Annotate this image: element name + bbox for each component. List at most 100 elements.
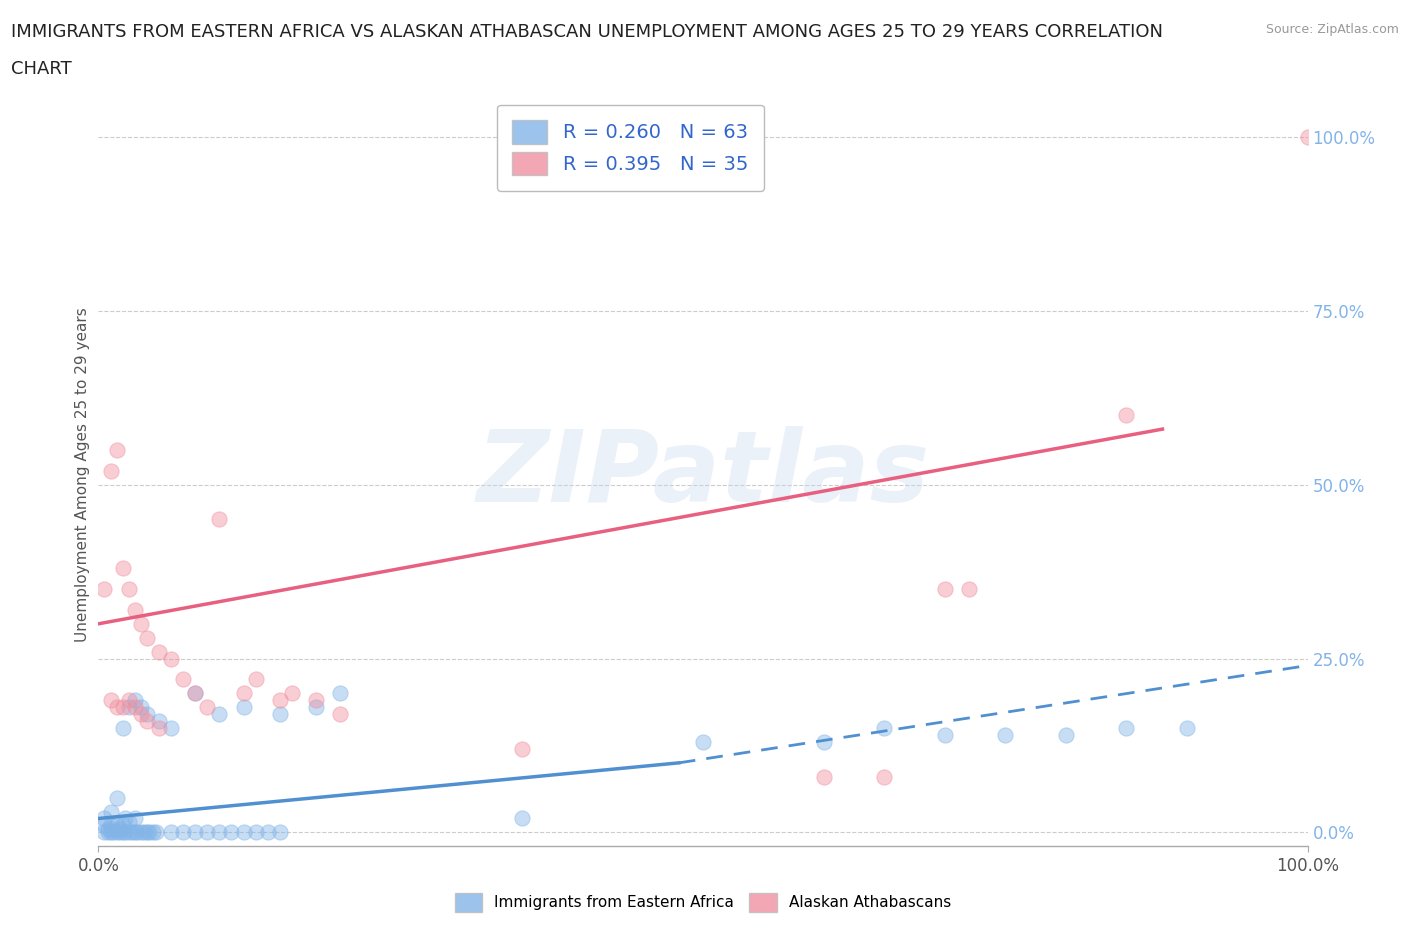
Point (124, 699, 146, 714)
Text: CHART: CHART (11, 60, 72, 78)
Point (172, 672, 194, 687)
Point (101, 821, 124, 836)
Point (1296, 129, 1319, 144)
Point (135, 825, 157, 840)
Point (93, 581, 115, 596)
Point (195, 699, 218, 714)
Point (118, 699, 141, 714)
Point (160, 651, 183, 666)
Point (118, 581, 141, 596)
Point (934, 727, 956, 742)
Point (118, 825, 141, 840)
Point (111, 825, 134, 840)
Point (134, 825, 156, 840)
Point (232, 825, 254, 840)
Point (129, 825, 152, 840)
Point (93, 818, 115, 833)
Point (111, 818, 134, 833)
Point (108, 821, 131, 836)
Point (873, 769, 896, 784)
Point (813, 735, 835, 750)
Point (232, 686, 254, 701)
Point (118, 693, 141, 708)
Point (184, 686, 207, 701)
Point (129, 699, 152, 714)
Point (114, 811, 136, 826)
Text: Source: ZipAtlas.com: Source: ZipAtlas.com (1265, 23, 1399, 36)
Point (281, 686, 304, 701)
Point (269, 707, 291, 722)
Point (208, 512, 231, 527)
Point (957, 581, 980, 596)
Point (129, 707, 152, 722)
Text: ZIPatlas: ZIPatlas (477, 426, 929, 523)
Point (195, 825, 218, 840)
Point (934, 581, 956, 596)
Point (111, 699, 134, 714)
Point (105, 825, 128, 840)
Point (510, 741, 533, 756)
Point (105, 443, 128, 458)
Point (97, 821, 120, 836)
Point (1054, 727, 1077, 742)
Point (124, 693, 146, 708)
Point (121, 825, 143, 840)
Point (208, 825, 231, 840)
Point (101, 825, 124, 840)
Point (221, 825, 243, 840)
Legend: R = 0.260   N = 63, R = 0.395   N = 35: R = 0.260 N = 63, R = 0.395 N = 35 (496, 104, 763, 191)
Point (111, 561, 134, 576)
Point (145, 825, 167, 840)
Point (510, 811, 533, 826)
Legend: Immigrants from Eastern Africa, Alaskan Athabascans: Immigrants from Eastern Africa, Alaskan … (449, 887, 957, 918)
Point (105, 818, 128, 833)
Point (127, 825, 149, 840)
Point (305, 699, 328, 714)
Point (692, 735, 714, 750)
Point (111, 721, 134, 736)
Point (148, 713, 170, 728)
Point (208, 707, 231, 722)
Point (100, 825, 122, 840)
Point (148, 644, 170, 659)
Point (873, 721, 896, 736)
Point (93, 825, 115, 840)
Point (184, 686, 207, 701)
Point (105, 790, 128, 805)
Point (114, 825, 136, 840)
Point (138, 825, 160, 840)
Point (184, 825, 207, 840)
Point (135, 713, 157, 728)
Point (135, 707, 157, 722)
Point (245, 825, 267, 840)
Point (269, 693, 291, 708)
Y-axis label: Unemployment Among Ages 25 to 29 years: Unemployment Among Ages 25 to 29 years (75, 307, 90, 642)
Point (1115, 721, 1137, 736)
Point (1175, 721, 1198, 736)
Point (100, 804, 122, 819)
Point (305, 693, 328, 708)
Point (135, 631, 157, 645)
Point (994, 727, 1017, 742)
Point (93, 811, 115, 826)
Point (124, 603, 146, 618)
Point (269, 825, 291, 840)
Point (172, 825, 194, 840)
Point (329, 707, 352, 722)
Point (329, 686, 352, 701)
Point (160, 721, 183, 736)
Point (142, 825, 165, 840)
Point (1115, 407, 1137, 422)
Point (118, 815, 141, 830)
Point (129, 617, 152, 631)
Point (124, 825, 146, 840)
Point (124, 811, 146, 826)
Point (100, 463, 122, 478)
Point (813, 769, 835, 784)
Point (148, 721, 170, 736)
Point (232, 699, 254, 714)
Point (245, 672, 267, 687)
Point (256, 825, 278, 840)
Point (97, 825, 120, 840)
Point (105, 699, 128, 714)
